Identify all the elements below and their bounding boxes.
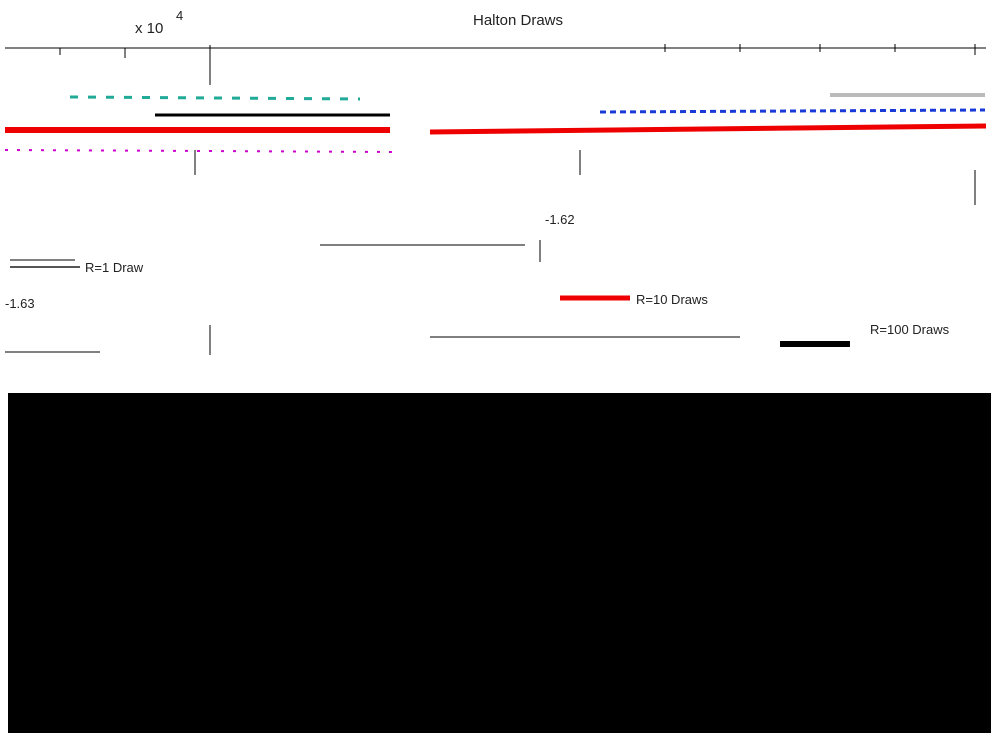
legend-label: R=1 Draw xyxy=(85,260,144,275)
axis-lines xyxy=(5,44,986,355)
legend-label: R=100 Draws xyxy=(870,322,950,337)
axis-multiplier: x 10 xyxy=(135,20,163,37)
screenshot: x 10 4 Halton Draws -1.62 -1.63 R=1 Draw… xyxy=(0,0,991,733)
legend-label: R=10 Draws xyxy=(636,292,708,307)
plot-lines xyxy=(5,95,986,152)
chart-title: Halton Draws xyxy=(473,12,563,29)
tick-label: -1.63 xyxy=(5,296,35,311)
black-region xyxy=(8,393,991,733)
figure-window: x 10 4 Halton Draws -1.62 -1.63 R=1 Draw… xyxy=(0,0,991,733)
tick-label: -1.62 xyxy=(545,212,575,227)
axis-exponent: 4 xyxy=(176,8,183,23)
